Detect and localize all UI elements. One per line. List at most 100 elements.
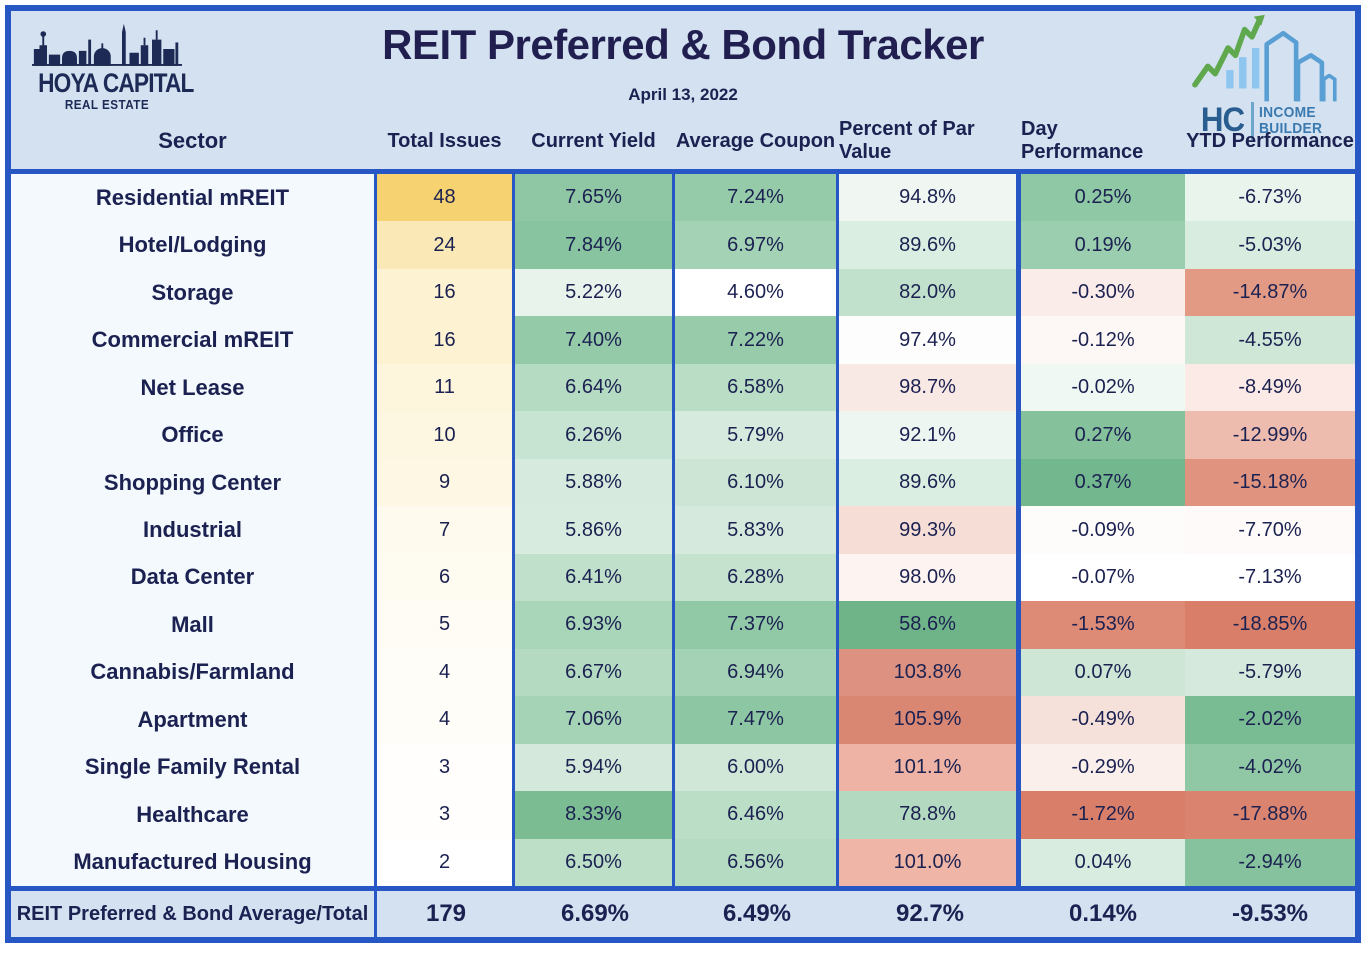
- value-cell: -0.49%: [1021, 696, 1185, 744]
- total-label: REIT Preferred & Bond Average/Total: [11, 891, 377, 937]
- column-header-total-issues: Total Issues: [387, 129, 502, 152]
- table-row: Industrial 7 5.86% 5.83% 99.3% -0.09% -7.70%: [11, 506, 1355, 554]
- value-cell: -5.03%: [1185, 221, 1355, 269]
- sector-cell: Manufactured Housing: [11, 838, 377, 887]
- value-cell: -4.02%: [1185, 743, 1355, 792]
- table-row: Healthcare 3 8.33% 6.46% 78.8% -1.72% -17.88%: [11, 791, 1355, 839]
- value-cell: 98.0%: [839, 553, 1021, 602]
- table-row: Manufactured Housing 2 6.50% 6.56% 101.0% 0.0…: [11, 838, 1355, 887]
- table-row: Office 10 6.26% 5.79% 92.1% 0.27% -12.99%: [11, 411, 1355, 459]
- table-row: Net Lease 11 6.64% 6.58% 98.7% -0.02% -8.49%: [11, 363, 1355, 412]
- column-header-percent-of-par-value: Percent of Par Value: [839, 118, 975, 163]
- table-body: Residential mREIT 48 7.65% 7.24% 94.8% 0.25% -…: [11, 169, 1355, 887]
- value-cell: 5.88%: [515, 458, 675, 507]
- value-cell: -0.30%: [1021, 268, 1185, 317]
- value-cell: 7.40%: [515, 316, 675, 364]
- value-cell: 6.00%: [675, 743, 839, 792]
- value-cell: 10: [377, 411, 515, 459]
- hoya-capital-logo: HOYA CAPITAL REAL ESTATE: [25, 17, 194, 112]
- value-cell: 8.33%: [515, 791, 675, 839]
- value-cell: 0.25%: [1021, 174, 1185, 222]
- value-cell: 7: [377, 506, 515, 554]
- value-cell: -15.18%: [1185, 458, 1355, 507]
- value-cell: 5.22%: [515, 268, 675, 317]
- value-cell: 4: [377, 648, 515, 697]
- title-block: REIT Preferred & Bond Tracker April 13, …: [201, 21, 1165, 105]
- value-cell: 7.47%: [675, 696, 839, 744]
- value-cell: -7.13%: [1185, 553, 1355, 602]
- value-cell: -2.94%: [1185, 838, 1355, 887]
- sector-cell: Hotel/Lodging: [11, 221, 377, 269]
- sector-cell: Shopping Center: [11, 458, 377, 507]
- value-cell: 24: [377, 221, 515, 269]
- value-cell: 101.0%: [839, 838, 1021, 887]
- value-cell: 2: [377, 838, 515, 887]
- value-cell: 6.26%: [515, 411, 675, 459]
- value-cell: 5: [377, 601, 515, 649]
- value-cell: 0.27%: [1021, 411, 1185, 459]
- table-row: Commercial mREIT 16 7.40% 7.22% 97.4% -0.12% -…: [11, 316, 1355, 364]
- value-cell: 5.79%: [675, 411, 839, 459]
- value-cell: 0.37%: [1021, 458, 1185, 507]
- hc-divider: [1250, 101, 1254, 140]
- table-row: Cannabis/Farmland 4 6.67% 6.94% 103.8% 0.07% -…: [11, 648, 1355, 697]
- sector-cell: Apartment: [11, 696, 377, 744]
- sector-cell: Office: [11, 411, 377, 459]
- value-cell: 7.37%: [675, 601, 839, 649]
- value-cell: 5.86%: [515, 506, 675, 554]
- value-cell: -12.99%: [1185, 411, 1355, 459]
- value-cell: 94.8%: [839, 174, 1021, 222]
- value-cell: 58.6%: [839, 601, 1021, 649]
- value-cell: 6.67%: [515, 648, 675, 697]
- value-cell: 6.50%: [515, 838, 675, 887]
- growth-chart-buildings-icon: [1192, 14, 1337, 102]
- value-cell: 97.4%: [839, 316, 1021, 364]
- value-cell: 6.56%: [675, 838, 839, 887]
- value-cell: 6.97%: [675, 221, 839, 269]
- value-cell: 16: [377, 268, 515, 317]
- value-cell: -17.88%: [1185, 791, 1355, 839]
- value-cell: 105.9%: [839, 696, 1021, 744]
- value-cell: 82.0%: [839, 268, 1021, 317]
- value-cell: -0.29%: [1021, 743, 1185, 792]
- table-row: Hotel/Lodging 24 7.84% 6.97% 89.6% 0.19% -5.03…: [11, 221, 1355, 269]
- sector-cell: Healthcare: [11, 791, 377, 839]
- value-cell: 3: [377, 743, 515, 792]
- value-cell: 89.6%: [839, 221, 1021, 269]
- value-cell: 6.41%: [515, 553, 675, 602]
- sector-cell: Data Center: [11, 553, 377, 602]
- value-cell: 16: [377, 316, 515, 364]
- value-cell: 101.1%: [839, 743, 1021, 792]
- total-value: 92.7%: [895, 900, 965, 927]
- value-cell: 6: [377, 553, 515, 602]
- value-cell: 0.07%: [1021, 648, 1185, 697]
- value-cell: -7.70%: [1185, 506, 1355, 554]
- hoya-real-estate-wordmark: REAL ESTATE: [64, 97, 150, 112]
- column-header-average-coupon: Average Coupon: [675, 129, 836, 152]
- hc-income-builder-logo: HC INCOME BUILDER: [1183, 13, 1343, 140]
- value-cell: 6.46%: [675, 791, 839, 839]
- value-cell: 7.65%: [515, 174, 675, 222]
- sector-cell: Single Family Rental: [11, 743, 377, 792]
- value-cell: 4: [377, 696, 515, 744]
- value-cell: 7.84%: [515, 221, 675, 269]
- value-cell: -8.49%: [1185, 363, 1355, 412]
- column-header-ytd-performance: YTD Performance: [1186, 129, 1354, 152]
- value-cell: -1.72%: [1021, 791, 1185, 839]
- total-value: 179: [425, 900, 467, 927]
- value-cell: 11: [377, 363, 515, 412]
- value-cell: -14.87%: [1185, 268, 1355, 317]
- total-value: 0.14%: [1068, 900, 1138, 927]
- sector-cell: Mall: [11, 601, 377, 649]
- value-cell: -1.53%: [1021, 601, 1185, 649]
- value-cell: 103.8%: [839, 648, 1021, 697]
- value-cell: 0.04%: [1021, 838, 1185, 887]
- value-cell: 6.93%: [515, 601, 675, 649]
- value-cell: -0.07%: [1021, 553, 1185, 602]
- tracker-card: HOYA CAPITAL REAL ESTATE REIT Preferred …: [5, 5, 1361, 943]
- total-value: -9.53%: [1231, 900, 1309, 927]
- value-cell: 7.22%: [675, 316, 839, 364]
- table-row: Mall 5 6.93% 7.37% 58.6% -1.53% -18.85%: [11, 601, 1355, 649]
- income-builder-wordmark: INCOME BUILDER: [1258, 103, 1322, 137]
- table-row: Apartment 4 7.06% 7.47% 105.9% -0.49% -2.02%: [11, 696, 1355, 744]
